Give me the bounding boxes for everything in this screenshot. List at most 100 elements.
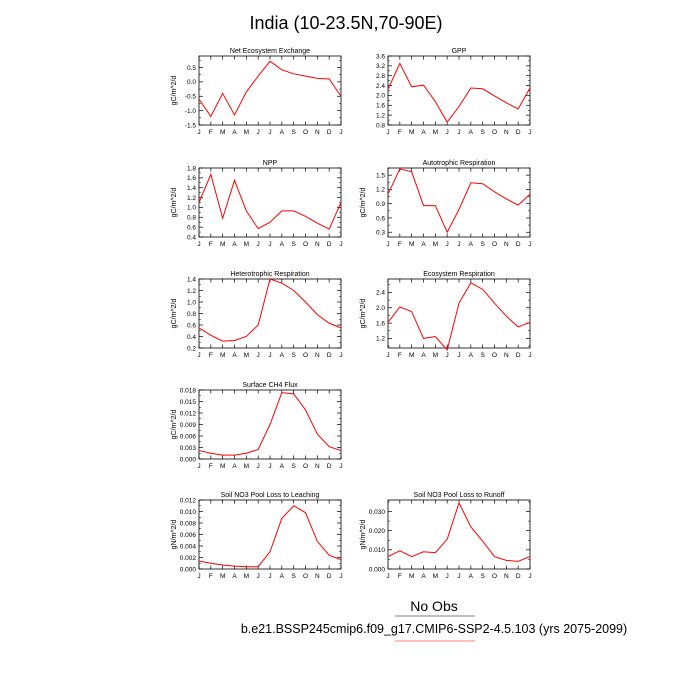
x-tick-label: J <box>257 129 260 136</box>
x-tick-label: M <box>433 352 438 359</box>
x-tick-label: M <box>220 352 225 359</box>
y-tick-label: 2.4 <box>376 83 385 90</box>
y-tick-label: 0.2 <box>187 345 196 352</box>
x-tick-label: D <box>516 241 521 248</box>
panel-title: Surface CH4 Flux <box>242 382 298 389</box>
y-tick-label: 1.2 <box>376 187 385 194</box>
x-tick-label: A <box>280 463 285 470</box>
x-tick-label: O <box>492 129 497 136</box>
x-tick-label: A <box>469 241 474 248</box>
y-axis-label: gC/m^2/d <box>171 299 178 329</box>
y-tick-label: 0.020 <box>369 528 386 535</box>
x-tick-label: N <box>504 241 509 248</box>
x-tick-label: F <box>209 352 213 359</box>
x-tick-label: J <box>257 463 260 470</box>
x-tick-label: D <box>516 129 521 136</box>
x-tick-label: M <box>409 573 414 580</box>
y-tick-label: 0.5 <box>187 65 196 72</box>
y-tick-label: 2.8 <box>376 73 385 80</box>
y-tick-label: 0.010 <box>369 547 386 554</box>
x-tick-label: J <box>528 129 531 136</box>
x-tick-label: A <box>421 352 426 359</box>
x-tick-label: M <box>433 573 438 580</box>
x-tick-label: N <box>315 129 320 136</box>
x-tick-label: F <box>209 463 213 470</box>
x-tick-label: J <box>268 129 271 136</box>
x-tick-label: S <box>291 463 296 470</box>
x-tick-label: J <box>257 573 260 580</box>
y-axis-label: gN/m^2/d <box>360 520 367 550</box>
y-tick-label: 0.3 <box>376 230 385 237</box>
x-tick-label: A <box>232 573 237 580</box>
y-tick-label: 2.0 <box>376 93 385 100</box>
x-tick-label: M <box>244 352 249 359</box>
x-tick-label: J <box>339 352 342 359</box>
x-tick-label: N <box>315 241 320 248</box>
panel-net-ecosystem-exchange: Net Ecosystem Exchange gC/m^2/d -1.5 -1.0 -0… <box>171 48 343 136</box>
x-tick-label: J <box>446 241 449 248</box>
x-tick-label: J <box>197 241 200 248</box>
x-tick-label: M <box>220 573 225 580</box>
x-tick-label: J <box>457 352 460 359</box>
panel-ecosystem-respiration: Ecosystem Respiration gC/m^2/d 1.2 1.6 2.0 2.… <box>360 271 532 359</box>
y-tick-label: 2.0 <box>376 305 385 312</box>
x-tick-label: N <box>504 352 509 359</box>
x-tick-label: S <box>291 352 296 359</box>
x-tick-label: O <box>303 129 308 136</box>
x-tick-label: A <box>280 129 285 136</box>
y-tick-label: 0.0 <box>187 79 196 86</box>
series-line <box>198 392 342 456</box>
x-tick-label: D <box>327 241 332 248</box>
x-tick-label: A <box>469 129 474 136</box>
y-axis-label: gC/m^2/d <box>171 76 178 106</box>
x-tick-label: M <box>220 463 225 470</box>
y-tick-label: 0.8 <box>187 215 196 222</box>
x-tick-label: D <box>327 129 332 136</box>
x-tick-label: A <box>280 352 285 359</box>
y-tick-label: -0.5 <box>185 94 197 101</box>
y-tick-label: 1.4 <box>187 185 196 192</box>
x-tick-label: M <box>409 352 414 359</box>
x-tick-label: O <box>303 463 308 470</box>
plot-frame <box>387 278 531 349</box>
x-tick-label: J <box>386 573 389 580</box>
y-tick-label: 0.9 <box>376 201 385 208</box>
x-tick-label: N <box>315 352 320 359</box>
x-tick-label: J <box>339 241 342 248</box>
x-tick-label: S <box>480 241 485 248</box>
x-tick-label: M <box>433 129 438 136</box>
case-label: b.e21.BSSP245cmip6.f09_g17.CMIP6-SSP2-4.… <box>241 622 627 636</box>
x-tick-label: N <box>315 463 320 470</box>
x-tick-label: J <box>528 352 531 359</box>
x-tick-label: D <box>327 352 332 359</box>
series-line <box>198 172 342 230</box>
x-tick-label: J <box>457 241 460 248</box>
y-tick-label: -1.5 <box>185 122 197 129</box>
x-tick-label: A <box>280 241 285 248</box>
x-tick-label: M <box>244 573 249 580</box>
x-tick-label: J <box>268 241 271 248</box>
y-tick-label: 1.4 <box>187 276 196 283</box>
x-tick-label: J <box>268 463 271 470</box>
y-tick-label: 1.6 <box>376 103 385 110</box>
y-tick-label: 0.4 <box>187 234 196 241</box>
plot-frame <box>387 167 531 238</box>
x-tick-label: N <box>504 573 509 580</box>
x-tick-label: S <box>291 573 296 580</box>
panel-heterotrophic-respiration: Heterotrophic Respiration gC/m^2/d 0.2 0.4 0… <box>171 271 343 359</box>
x-tick-label: J <box>457 129 460 136</box>
x-tick-label: J <box>257 352 260 359</box>
x-tick-label: S <box>480 352 485 359</box>
y-tick-label: 0.6 <box>376 215 385 222</box>
y-tick-label: 1.0 <box>187 205 196 212</box>
x-tick-label: M <box>220 241 225 248</box>
x-tick-label: M <box>244 241 249 248</box>
plot-frame <box>387 499 531 570</box>
x-tick-label: O <box>492 352 497 359</box>
main-title: India (10-23.5N,70-90E) <box>249 13 442 33</box>
x-tick-label: J <box>197 573 200 580</box>
x-tick-label: A <box>421 129 426 136</box>
